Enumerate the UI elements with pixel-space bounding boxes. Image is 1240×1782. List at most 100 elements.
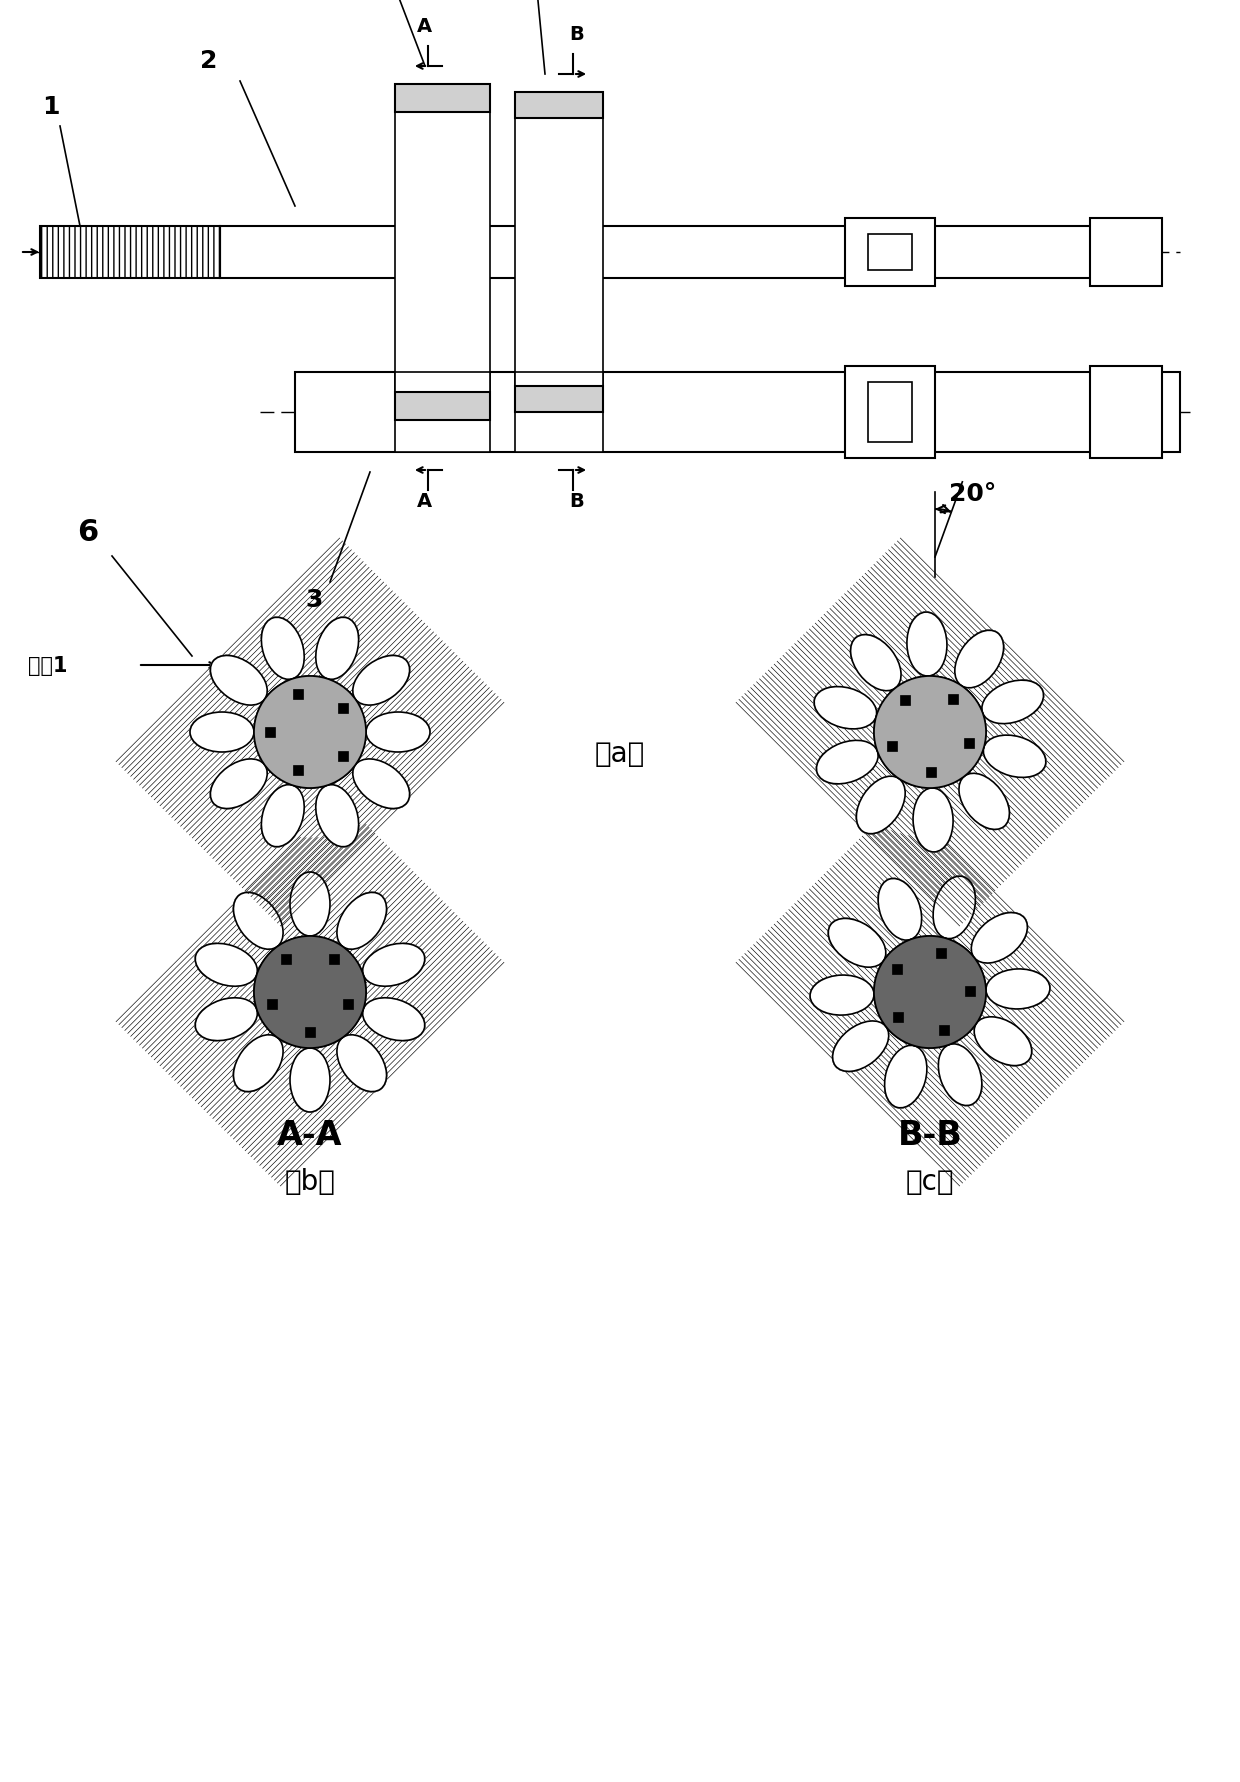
Ellipse shape [195,998,258,1041]
Bar [40,226,219,278]
Text: 角剤1: 角剤1 [29,656,67,675]
Bar [293,688,303,699]
Bar [267,1000,277,1009]
Bar [515,93,603,118]
Bar [264,727,275,738]
Text: B: B [569,492,584,511]
Ellipse shape [315,784,360,848]
Text: A: A [417,492,432,511]
Ellipse shape [233,891,284,950]
Bar [844,217,935,285]
Ellipse shape [982,681,1044,723]
Ellipse shape [884,1046,926,1108]
Bar [887,741,897,750]
Ellipse shape [289,1048,331,1112]
Ellipse shape [362,998,425,1041]
Bar [892,964,901,975]
Ellipse shape [906,611,947,677]
Circle shape [874,675,986,788]
Bar [396,84,490,421]
Ellipse shape [971,912,1028,962]
Text: 1: 1 [42,94,60,119]
Text: 6: 6 [77,519,98,547]
Ellipse shape [290,1048,330,1112]
Ellipse shape [352,759,409,809]
Ellipse shape [366,711,430,752]
Ellipse shape [289,871,331,937]
Ellipse shape [878,879,921,941]
Ellipse shape [260,617,305,681]
Bar [515,387,603,412]
Ellipse shape [233,893,283,950]
Ellipse shape [849,634,901,691]
Ellipse shape [985,968,1050,1009]
Bar [515,372,603,453]
Ellipse shape [815,686,877,729]
Ellipse shape [210,654,268,706]
Ellipse shape [816,740,878,784]
Bar [893,1012,903,1021]
Polygon shape [825,886,1035,1098]
Ellipse shape [352,654,410,706]
Bar [337,704,347,713]
Text: （b）: （b） [284,1167,336,1196]
Bar [965,985,976,996]
Text: A: A [417,18,432,36]
Bar [868,233,911,271]
Ellipse shape [981,679,1044,723]
Ellipse shape [337,893,387,950]
Ellipse shape [955,631,1003,688]
Ellipse shape [362,998,425,1041]
Polygon shape [825,627,1035,838]
Bar [343,1000,353,1009]
Ellipse shape [832,1021,889,1071]
Ellipse shape [832,1021,889,1073]
Ellipse shape [973,1016,1033,1066]
Ellipse shape [262,617,304,679]
Circle shape [254,936,366,1048]
Ellipse shape [195,943,258,987]
Ellipse shape [959,773,1011,830]
Text: 3: 3 [305,588,322,611]
Ellipse shape [816,740,879,784]
Bar [1090,217,1162,285]
Ellipse shape [913,788,954,852]
Circle shape [254,936,366,1048]
Text: 20°: 20° [949,481,997,506]
Circle shape [874,936,986,1048]
Ellipse shape [810,975,875,1016]
Text: 2: 2 [200,48,217,73]
Bar [305,1026,315,1037]
Bar [396,392,490,421]
Ellipse shape [233,1034,284,1092]
Ellipse shape [366,713,430,752]
Bar [515,93,603,412]
Ellipse shape [959,773,1009,829]
Text: B: B [569,25,584,45]
Polygon shape [205,627,415,838]
Bar [926,768,936,777]
Ellipse shape [857,777,905,834]
Ellipse shape [856,775,905,834]
Ellipse shape [195,998,258,1041]
Text: B-B: B-B [898,1119,962,1151]
Ellipse shape [828,918,885,968]
Ellipse shape [986,969,1050,1009]
Ellipse shape [982,734,1047,779]
Ellipse shape [810,975,874,1016]
Bar [329,955,339,964]
Text: （a）: （a） [595,740,645,768]
Bar [396,372,490,453]
Ellipse shape [336,891,387,950]
Bar [293,764,303,775]
Bar [1090,365,1162,458]
Bar [844,365,935,458]
Circle shape [254,675,366,788]
Bar [219,226,1159,278]
Ellipse shape [955,629,1004,688]
Ellipse shape [315,617,360,681]
Ellipse shape [211,759,268,809]
Bar [295,372,1180,453]
Circle shape [874,936,986,1048]
Bar [936,948,946,959]
